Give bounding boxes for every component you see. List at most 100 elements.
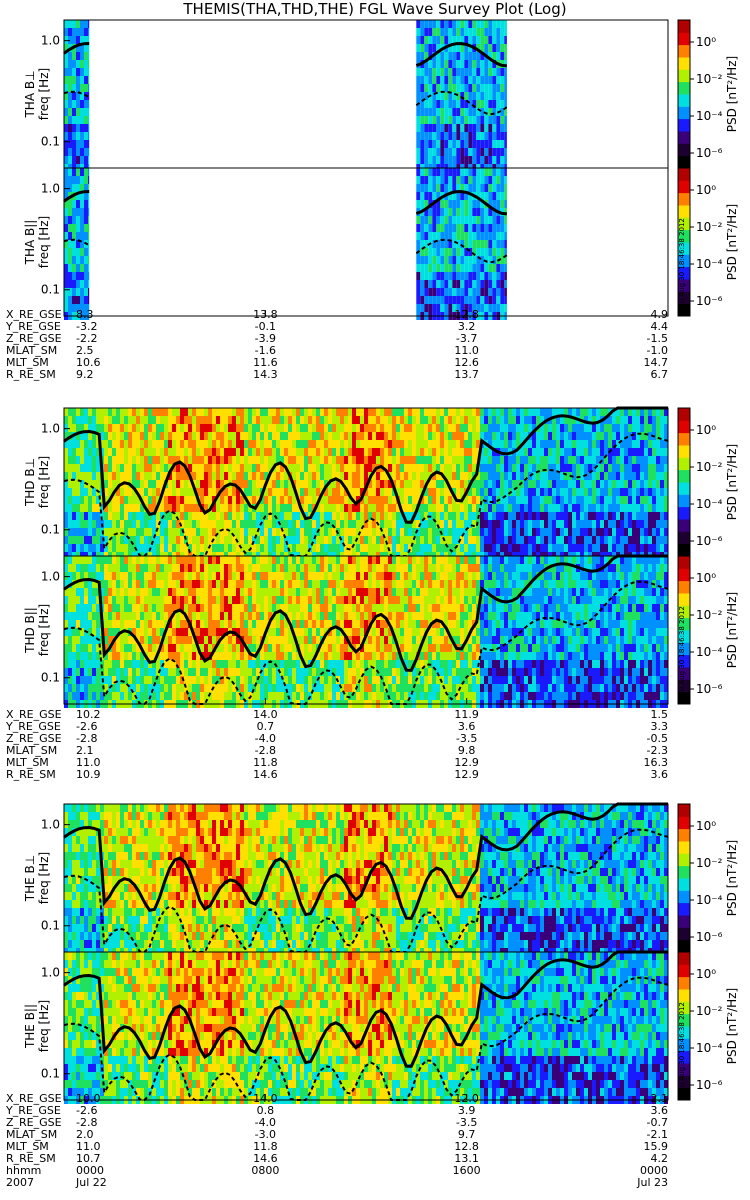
ephemeris-value: 16.3 [644, 756, 669, 769]
timestamp-stamp: Thu Aug 30 18:46:38 2012 [678, 606, 686, 701]
ephemeris-value: 13.8 [253, 308, 278, 321]
ephemeris-value: 12.0 [454, 1092, 479, 1105]
ephemeris-value: -4.0 [255, 1116, 276, 1129]
panel-label: THE B⊥ [23, 855, 37, 902]
colorbar-swatch [678, 890, 690, 904]
ephemeris-label: MLAT_SM [6, 1128, 57, 1141]
time-tick-label: 1600 [453, 1164, 481, 1177]
y-tick-label: 1.0 [41, 570, 60, 584]
colorbar-swatch [678, 291, 690, 305]
panel-label: THD B|| [23, 607, 37, 654]
colorbar-swatch [678, 494, 690, 508]
colorbar-tick-label: 10⁻² [696, 460, 723, 474]
gyro-curve [63, 190, 90, 203]
colorbar-tick-label: 10⁰ [696, 35, 716, 49]
ephemeris-value: 1.5 [651, 708, 669, 721]
colorbar-tick-label: 10⁻² [696, 856, 723, 870]
colorbar [677, 951, 694, 1101]
colorbar-swatch [678, 667, 690, 680]
colorbar-swatch [678, 568, 690, 582]
y-tick-label: 0.1 [41, 1067, 60, 1081]
colorbar-swatch [678, 816, 690, 830]
colorbar-swatch [678, 44, 690, 58]
date-label: Jul 22 [75, 1176, 107, 1189]
colorbar-tick-label: 10⁻⁶ [696, 682, 723, 696]
ephemeris-value: 11.8 [253, 1140, 278, 1153]
ephemeris-value: 13.1 [454, 1152, 479, 1165]
ephemeris-value: 3.6 [651, 768, 669, 781]
colorbar-tick-label: 10⁻⁴ [696, 645, 723, 659]
colorbar-swatch [678, 1075, 690, 1089]
colorbar-swatch [678, 57, 690, 70]
colorbar-tick-label: 10⁻² [696, 1004, 723, 1018]
y-tick-label: 1.0 [41, 818, 60, 832]
colorbar-tick-label: 10⁻² [696, 72, 723, 86]
chart-title: THEMIS(THA,THD,THE) FGL Wave Survey Plot… [183, 0, 567, 18]
y-tick-label: 0.1 [41, 135, 60, 149]
ephemeris-value: 4.9 [651, 308, 669, 321]
ephemeris-label: Y_RE_GSE [5, 320, 61, 333]
ephemeris-value: 4.4 [651, 320, 669, 333]
colorbar [677, 167, 694, 317]
ephemeris-value: 10.0 [76, 1092, 101, 1105]
colorbar-tick-label: 10⁰ [696, 571, 716, 585]
colorbar-swatch [678, 1001, 690, 1015]
ephemeris-label: R_RE_SM [6, 1152, 56, 1165]
ephemeris-label: Z_RE_GSE [6, 332, 62, 345]
colorbar-swatch [678, 131, 690, 144]
ephemeris-value: -2.6 [76, 1104, 97, 1117]
colorbar-label: PSD [nT²/Hz] [725, 988, 739, 1064]
year-label: 2007 [6, 1176, 34, 1189]
ephemeris-value: -1.5 [647, 332, 668, 345]
colorbar-swatch [678, 1026, 690, 1039]
ephemeris-value: -1.0 [647, 344, 668, 357]
colorbar-swatch [678, 989, 690, 1002]
colorbar-swatch [678, 593, 690, 606]
gyro-curve [63, 950, 668, 1068]
ephemeris-label: X_RE_GSE [6, 308, 62, 321]
date-label: Jul 23 [636, 1176, 668, 1189]
colorbar-swatch [678, 279, 690, 292]
panel-label: THE B|| [23, 1004, 37, 1049]
colorbar-swatch [678, 143, 690, 157]
colorbar-swatch [678, 482, 690, 495]
ephemeris-value: 10.2 [76, 708, 101, 721]
colorbar-tick-label: 10⁻⁴ [696, 1041, 723, 1055]
ephemeris-label: X_RE_GSE [6, 1092, 62, 1105]
y-tick-label: 0.1 [41, 523, 60, 537]
colorbar-swatch [678, 457, 690, 471]
colorbar-swatch [678, 927, 690, 941]
y-tick-label: 0.1 [41, 671, 60, 685]
ephemeris-value: 12.8 [454, 308, 479, 321]
gyro-curve [63, 802, 668, 920]
ephemeris-value: 3.3 [651, 720, 669, 733]
y-tick-label: 1.0 [41, 34, 60, 48]
colorbar-swatch [678, 691, 690, 705]
gyro-curve [415, 42, 508, 68]
colorbar-swatch [678, 679, 690, 693]
ephemeris-label: MLT_SM [6, 356, 49, 369]
ephemeris-value: -1.6 [255, 344, 276, 357]
colorbar-tick-label: 10⁰ [696, 819, 716, 833]
ephemeris-value: 10.6 [76, 356, 101, 369]
colorbar-tick-label: 10⁰ [696, 183, 716, 197]
colorbar-swatch [678, 20, 690, 33]
colorbar-label: PSD [nT²/Hz] [725, 56, 739, 132]
ephemeris-value: 11.0 [76, 756, 101, 769]
spectrogram-tha-1 [63, 167, 669, 320]
colorbar-swatch [678, 519, 690, 532]
ephemeris-value: -0.1 [255, 320, 276, 333]
colorbar [677, 803, 694, 953]
spectrogram-the-0 [63, 802, 669, 956]
time-tick-label: 0000 [640, 1164, 668, 1177]
colorbar-swatch [678, 1063, 690, 1076]
colorbar-swatch [678, 1087, 690, 1101]
ephemeris-value: 9.2 [76, 368, 94, 381]
y-tick-label: 1.0 [41, 422, 60, 436]
colorbar-swatch [678, 205, 690, 218]
half-gyro-curve [415, 90, 508, 116]
ephemeris-label: R_RE_SM [6, 768, 56, 781]
colorbar-swatch [678, 543, 690, 557]
plot-area [64, 20, 668, 168]
freq-axis-label: freq [Hz] [37, 604, 51, 656]
